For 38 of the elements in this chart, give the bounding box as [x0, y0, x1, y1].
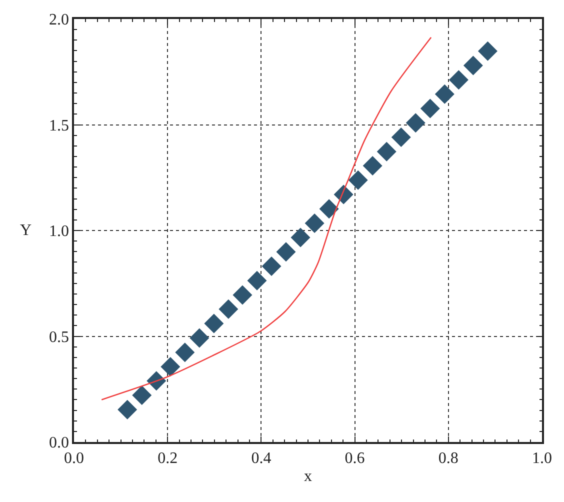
x-tick-label: 0.0	[64, 450, 84, 467]
point	[478, 41, 498, 61]
point	[376, 142, 396, 162]
point	[204, 314, 224, 334]
point	[160, 356, 180, 376]
point	[391, 127, 411, 147]
x-tick-label: 0.6	[344, 450, 365, 467]
x-tick-label: 0.4	[251, 450, 272, 467]
point	[290, 228, 310, 248]
x-axis-title: x	[304, 468, 312, 486]
point	[420, 98, 440, 118]
line-series	[100, 36, 432, 400]
point	[218, 299, 238, 319]
point	[247, 270, 267, 290]
point	[304, 214, 324, 234]
y-tick-label: 0.0	[49, 434, 70, 452]
y-axis-title: Y	[20, 222, 32, 239]
point	[362, 156, 382, 176]
y-tick-label: 1.5	[49, 117, 70, 134]
point	[276, 242, 296, 262]
point	[118, 400, 138, 420]
x-tick-label: 0.2	[158, 450, 178, 467]
y-tick-label: 0.5	[49, 328, 70, 346]
point	[406, 113, 426, 133]
x-tick-label: 1.0	[532, 450, 552, 467]
point	[132, 386, 152, 406]
point	[348, 170, 368, 190]
point	[190, 328, 210, 348]
x-tick-label: 0.8	[438, 450, 458, 467]
point	[319, 199, 339, 219]
y-tick-label: 2.0	[49, 12, 70, 29]
point	[175, 342, 195, 362]
point	[262, 256, 282, 276]
point	[434, 84, 454, 104]
point	[448, 70, 468, 90]
point	[232, 285, 252, 305]
y-tick-label: 1.0	[49, 223, 70, 240]
point	[463, 56, 483, 76]
